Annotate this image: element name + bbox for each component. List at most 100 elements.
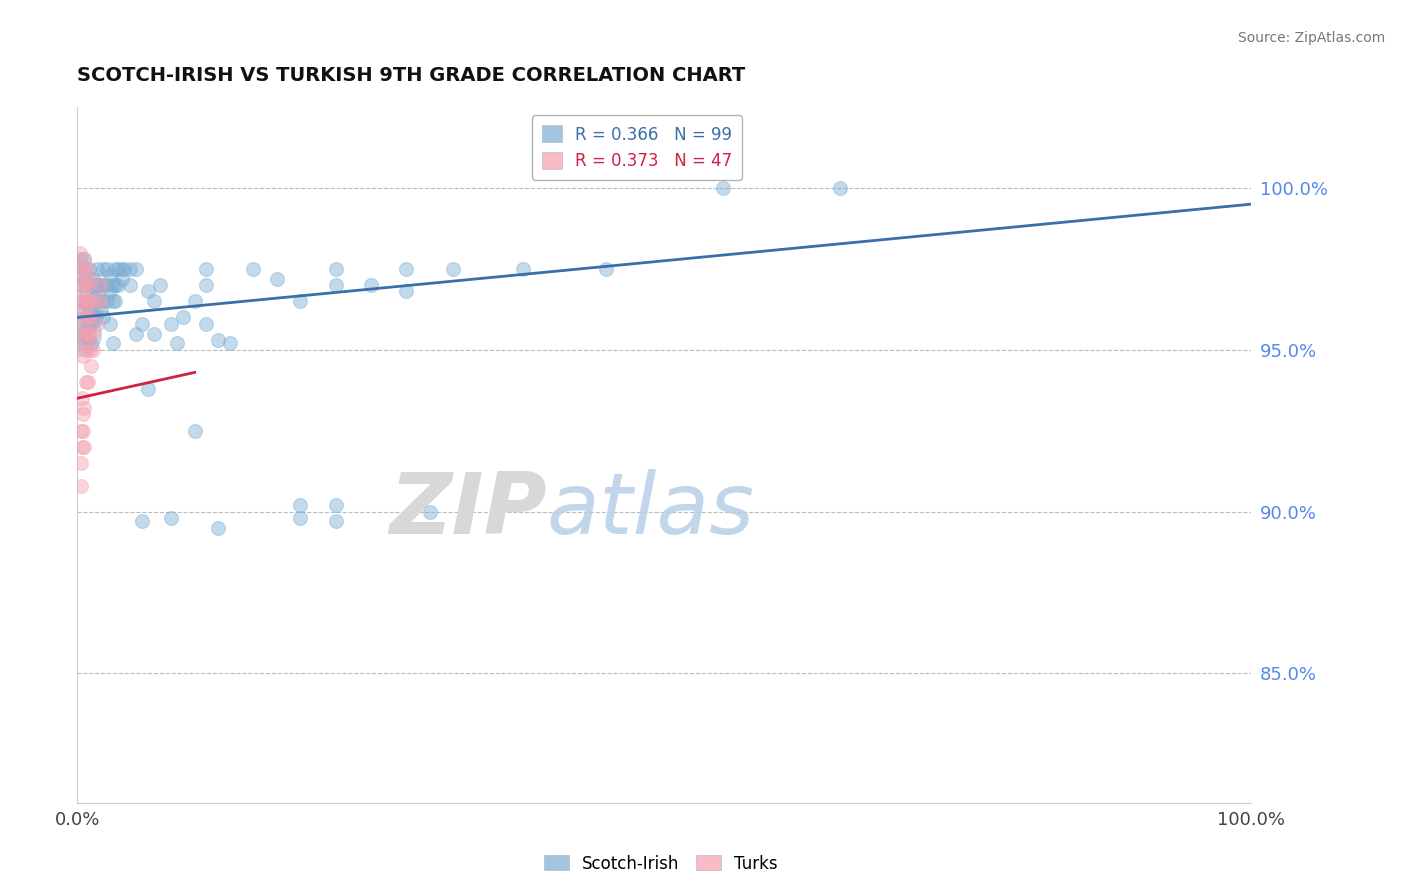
- Point: [148, 278, 170, 293]
- Point: [183, 424, 207, 438]
- Point: [195, 278, 218, 293]
- Point: [160, 511, 183, 525]
- Point: [77, 375, 100, 389]
- Legend: Scotch-Irish, Turks: Scotch-Irish, Turks: [537, 848, 785, 880]
- Point: [75, 375, 97, 389]
- Point: [67, 326, 90, 341]
- Point: [84, 278, 107, 293]
- Point: [82, 271, 104, 285]
- Point: [91, 278, 114, 293]
- Point: [70, 278, 93, 293]
- Point: [70, 271, 93, 285]
- Point: [69, 261, 91, 276]
- Point: [84, 310, 107, 325]
- Point: [207, 333, 229, 347]
- Point: [69, 252, 91, 267]
- Point: [70, 294, 93, 309]
- Point: [69, 268, 91, 283]
- Point: [96, 294, 118, 309]
- Point: [76, 278, 98, 293]
- Point: [83, 301, 105, 315]
- Point: [107, 278, 129, 293]
- Point: [75, 310, 97, 325]
- Point: [70, 392, 93, 406]
- Point: [75, 343, 97, 357]
- Point: [73, 294, 96, 309]
- Point: [79, 343, 101, 357]
- Point: [89, 294, 111, 309]
- Point: [73, 440, 96, 454]
- Point: [70, 424, 93, 438]
- Point: [82, 285, 104, 299]
- Point: [112, 261, 135, 276]
- Point: [82, 326, 104, 341]
- Point: [160, 317, 183, 331]
- Text: ZIP: ZIP: [389, 469, 547, 552]
- Point: [82, 343, 104, 357]
- Point: [87, 285, 110, 299]
- Point: [76, 261, 98, 276]
- Point: [104, 294, 127, 309]
- Point: [75, 271, 97, 285]
- Point: [79, 304, 101, 318]
- Point: [142, 326, 165, 341]
- Point: [72, 424, 94, 438]
- Point: [360, 278, 382, 293]
- Point: [136, 382, 159, 396]
- Point: [80, 317, 103, 331]
- Point: [70, 478, 93, 492]
- Text: SCOTCH-IRISH VS TURKISH 9TH GRADE CORRELATION CHART: SCOTCH-IRISH VS TURKISH 9TH GRADE CORREL…: [77, 66, 745, 85]
- Point: [76, 297, 98, 311]
- Point: [142, 294, 165, 309]
- Point: [73, 252, 96, 267]
- Point: [91, 294, 114, 309]
- Point: [75, 285, 97, 299]
- Point: [90, 294, 112, 309]
- Point: [76, 310, 98, 325]
- Point: [84, 294, 107, 309]
- Point: [219, 336, 242, 351]
- Point: [80, 359, 103, 373]
- Point: [90, 304, 112, 318]
- Point: [290, 294, 312, 309]
- Point: [86, 261, 108, 276]
- Point: [70, 440, 93, 454]
- Point: [80, 336, 103, 351]
- Point: [104, 278, 127, 293]
- Point: [69, 245, 91, 260]
- Point: [195, 261, 218, 276]
- Point: [70, 304, 93, 318]
- Point: [72, 349, 94, 363]
- Point: [830, 181, 852, 195]
- Point: [98, 317, 121, 331]
- Point: [512, 261, 534, 276]
- Point: [70, 317, 93, 331]
- Point: [72, 408, 94, 422]
- Point: [595, 261, 617, 276]
- Point: [98, 268, 121, 283]
- Point: [77, 261, 100, 276]
- Point: [89, 278, 111, 293]
- Point: [120, 278, 142, 293]
- Point: [77, 326, 100, 341]
- Point: [111, 271, 134, 285]
- Point: [711, 181, 734, 195]
- Point: [84, 294, 107, 309]
- Point: [77, 294, 100, 309]
- Point: [70, 285, 93, 299]
- Legend: R = 0.366   N = 99, R = 0.373   N = 47: R = 0.366 N = 99, R = 0.373 N = 47: [531, 115, 742, 180]
- Text: Source: ZipAtlas.com: Source: ZipAtlas.com: [1237, 31, 1385, 45]
- Point: [72, 336, 94, 351]
- Point: [79, 294, 101, 309]
- Point: [79, 271, 101, 285]
- Point: [70, 304, 93, 318]
- Point: [325, 261, 347, 276]
- Point: [79, 294, 101, 309]
- Point: [107, 261, 129, 276]
- Point: [73, 252, 96, 267]
- Point: [91, 261, 114, 276]
- Point: [325, 278, 347, 293]
- Point: [111, 261, 134, 276]
- Point: [290, 498, 312, 512]
- Point: [207, 521, 229, 535]
